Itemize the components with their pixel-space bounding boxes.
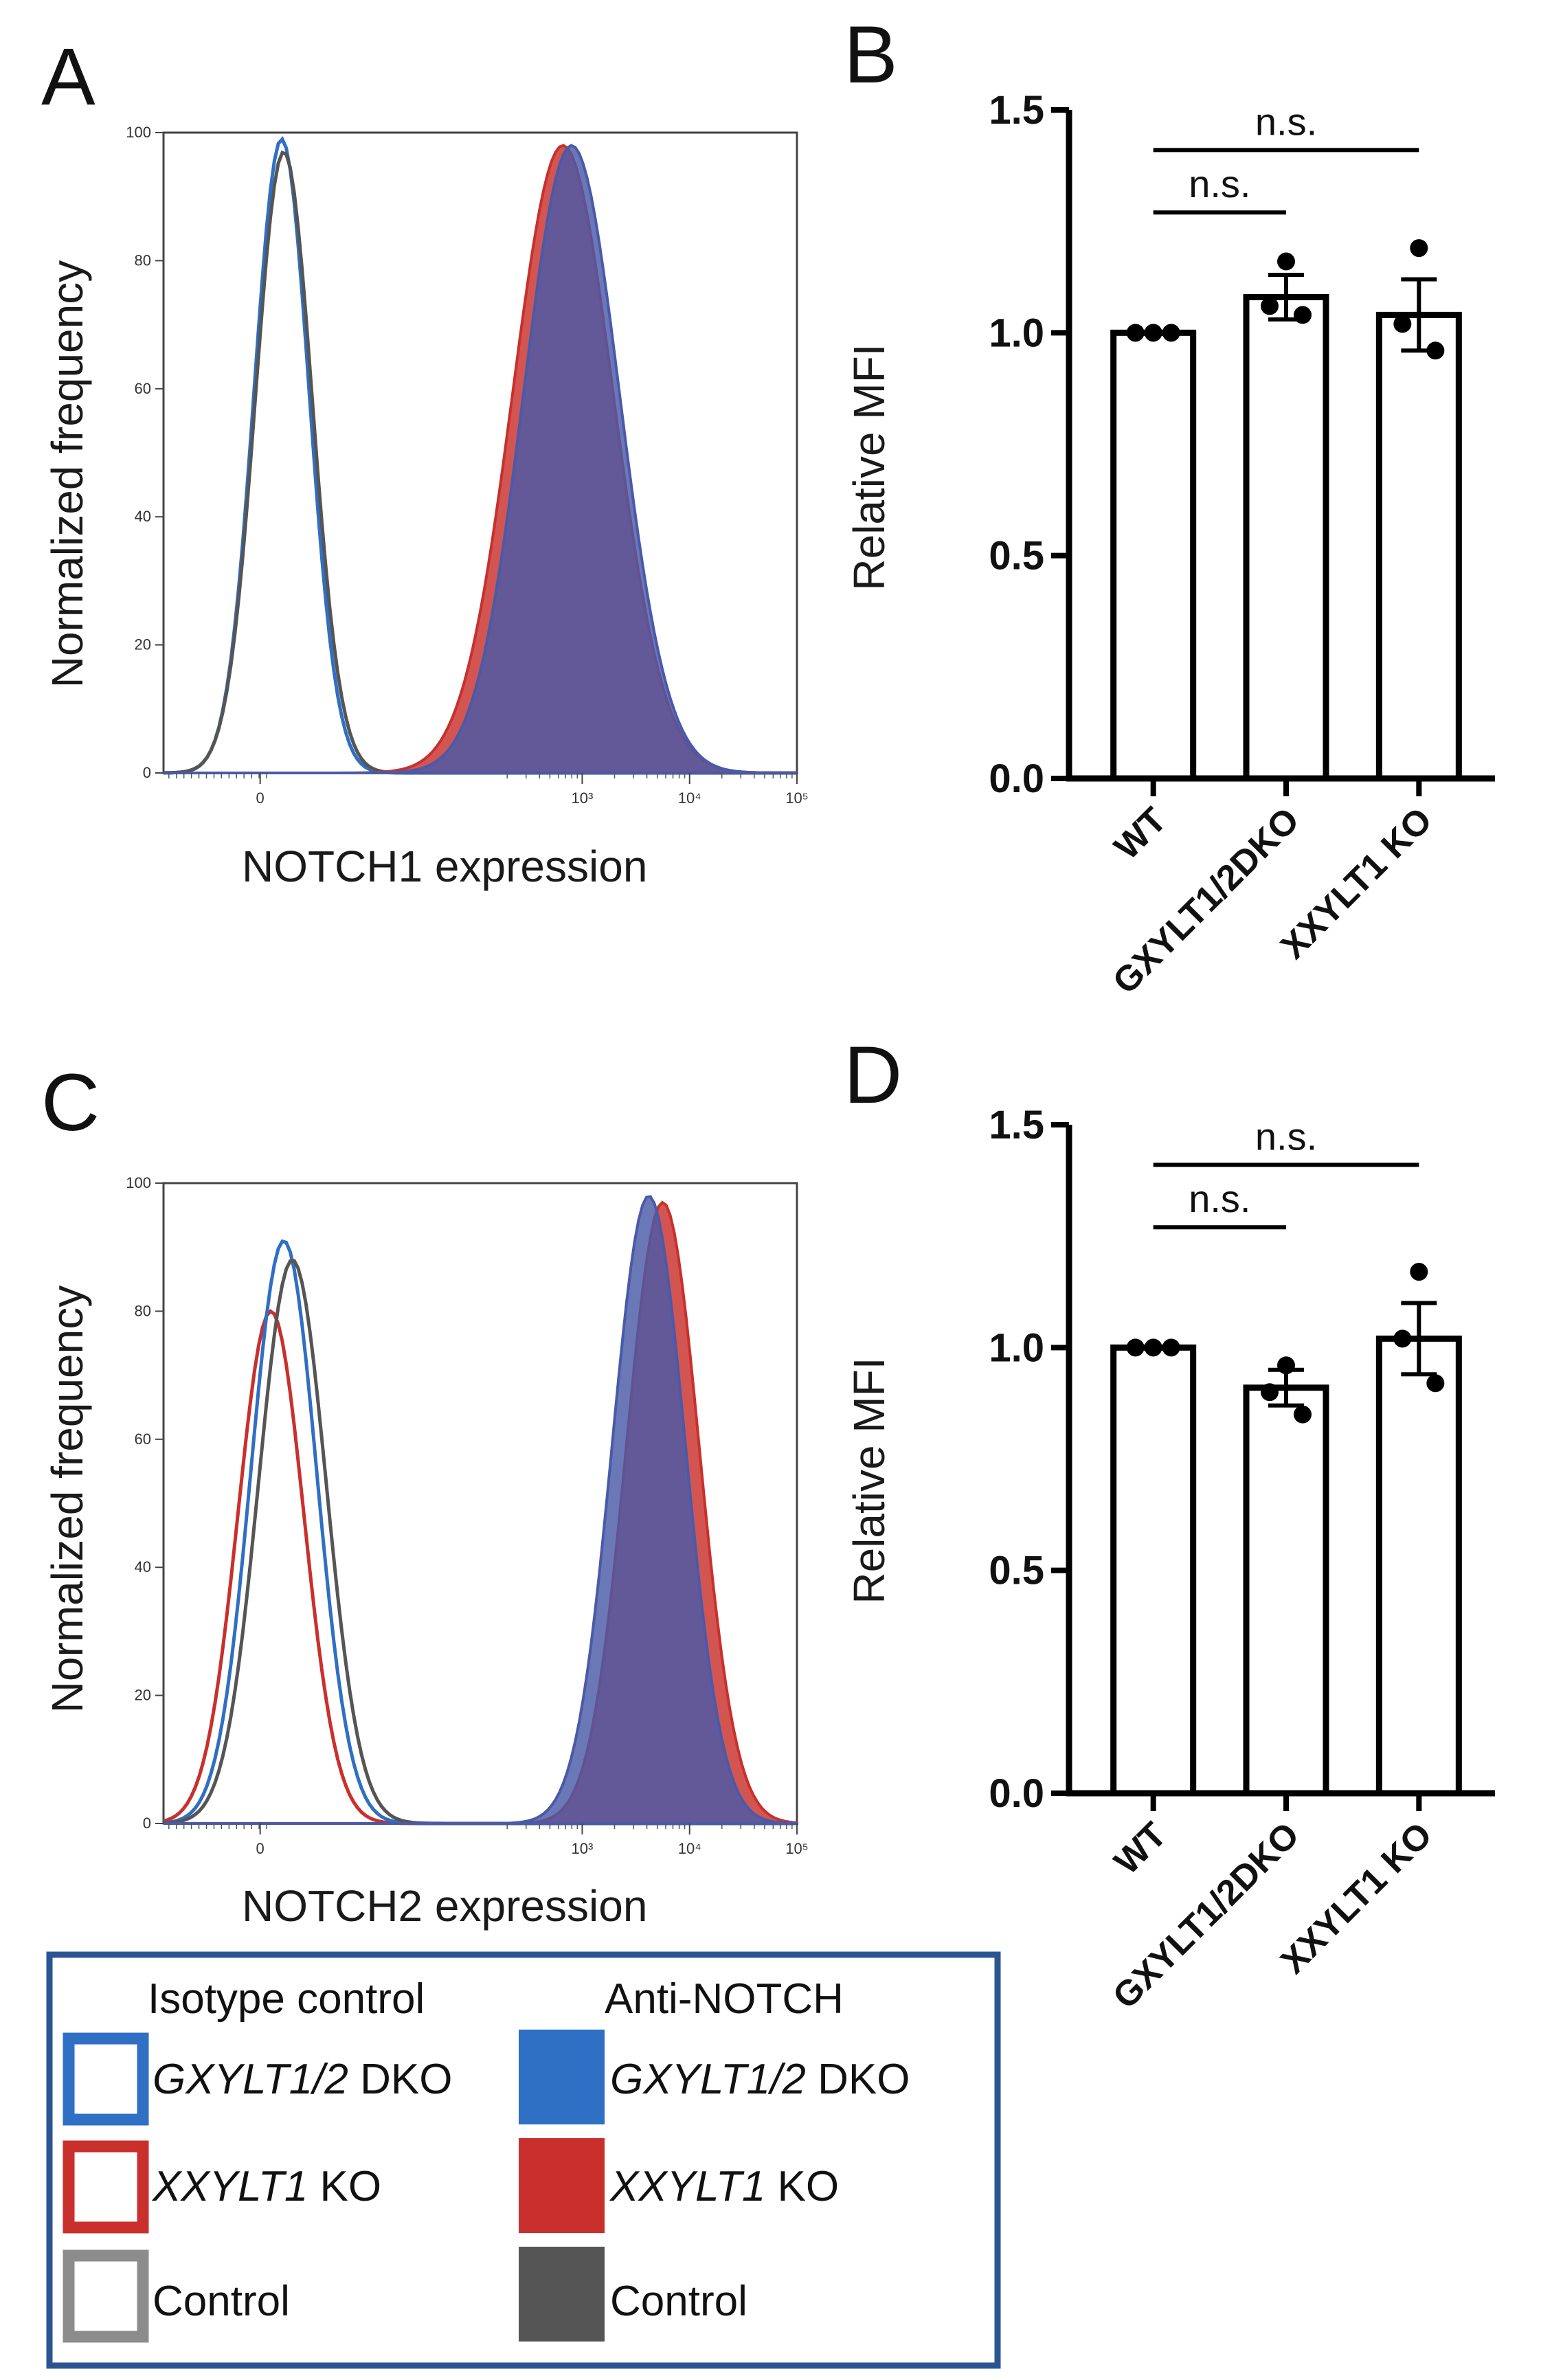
bar-d-point-1-1 [1261, 1383, 1279, 1402]
bar-b-point-1-2 [1294, 306, 1312, 324]
bar-b-point-2-1 [1393, 315, 1412, 333]
legend-label-isotype-ko: XXYLT1 KO [151, 2163, 381, 2210]
bar-b-bar-2 [1375, 311, 1462, 782]
hist-a-ytick-label-3: 60 [135, 380, 151, 397]
hist-a-xtick-label-0: 0 [256, 789, 265, 807]
panel-letter-a: A [41, 32, 95, 122]
hist-a-ytick-label-1: 20 [135, 636, 151, 653]
bar-d-ytick-label-1: 0.5 [989, 1549, 1044, 1593]
bar-d-bar-0 [1110, 1344, 1197, 1797]
bar-b-sig-label-1: n.s. [1255, 100, 1317, 143]
bar-d-point-2-2 [1426, 1374, 1445, 1393]
bar-d-bar-2 [1375, 1335, 1462, 1797]
hist-a-ylabel: Normalized frequency [43, 260, 92, 688]
legend-swatch-isotype-ko [63, 2140, 149, 2234]
bar-b-point-2-0 [1410, 239, 1428, 258]
bar-d-point-0-1 [1144, 1338, 1162, 1357]
legend-label-anti-ko: XXYLT1 KO [609, 2163, 839, 2210]
hist-c-xtick-label-1: 10³ [572, 1840, 594, 1857]
hist-c-ytick-label-4: 80 [135, 1302, 151, 1319]
bar-b-ylabel: Relative MFI [844, 344, 894, 590]
bar-b-bar-1 [1243, 293, 1329, 782]
legend-swatch-anti-dko [519, 2030, 605, 2124]
hist-c-xtick-label-3: 10⁵ [785, 1840, 809, 1857]
legend-swatch-isotype-control [63, 2249, 149, 2343]
legend-label-anti-dko: GXYLT1/2 DKO [610, 2056, 910, 2103]
legend-swatch-anti-control [519, 2247, 605, 2342]
bar-d-ytick-label-0: 0.0 [989, 1771, 1044, 1816]
bar-d-category-label-0: WT [1107, 1815, 1174, 1882]
hist-c-ytick-label-1: 20 [135, 1687, 151, 1704]
bar-chart-notch1: Relative MFI 0.00.51.01.5WTGXYLT1/2DKOXX… [844, 88, 1495, 1002]
bar-d-ylabel: Relative MFI [844, 1357, 894, 1604]
bar-b-point-1-0 [1277, 252, 1295, 271]
bar-d-point-0-2 [1162, 1338, 1180, 1357]
legend: Isotype control Anti-NOTCH GXYLT1/2 DKO … [46, 1951, 1001, 2369]
panel-letter-c: C [41, 1057, 100, 1148]
hist-c-ytick-label-0: 0 [143, 1815, 151, 1832]
hist-c-ytick-label-5: 100 [126, 1174, 151, 1191]
bar-d-point-2-0 [1410, 1263, 1428, 1281]
hist-a-xlabel: NOTCH1 expression [242, 842, 647, 891]
bar-b-ytick-label-1: 0.5 [989, 534, 1044, 579]
bar-d-point-2-1 [1393, 1329, 1412, 1348]
hist-a-ytick-label-5: 100 [126, 124, 151, 141]
bar-b-point-2-2 [1426, 341, 1445, 360]
bar-d-sig-label-0: n.s. [1189, 1177, 1250, 1220]
bar-d-point-1-2 [1294, 1405, 1312, 1424]
bar-b-point-0-1 [1144, 324, 1162, 342]
hist-c-xlabel: NOTCH2 expression [242, 1881, 647, 1931]
bar-b-ytick-label-2: 1.0 [989, 311, 1044, 355]
legend-swatch-isotype-dko [63, 2032, 149, 2126]
hist-c-ytick-label-3: 60 [135, 1430, 151, 1448]
bar-chart-notch2: Relative MFI 0.00.51.01.5WTGXYLT1/2DKOXX… [844, 1103, 1495, 2017]
bar-d-ytick-label-2: 1.0 [989, 1325, 1044, 1370]
panel-letter-b: B [844, 10, 898, 100]
hist-a-xtick-label-1: 10³ [572, 789, 594, 807]
hist-c-series-4 [164, 1195, 798, 1825]
hist-c-ylabel: Normalized frequency [43, 1286, 92, 1714]
hist-a-xtick-label-3: 10⁵ [785, 789, 809, 807]
panel-letter-d: D [844, 1030, 902, 1121]
legend-header-isotype: Isotype control [148, 1975, 425, 2023]
bar-d-point-0-0 [1126, 1338, 1145, 1357]
hist-a-xtick-label-2: 10⁴ [678, 789, 701, 807]
legend-swatch-anti-ko [519, 2138, 605, 2233]
legend-label-isotype-control: Control [153, 2278, 290, 2325]
bar-d-point-1-0 [1277, 1356, 1295, 1375]
hist-a-ytick-label-4: 80 [135, 251, 151, 269]
bar-b-point-0-0 [1126, 324, 1145, 342]
legend-label-anti-control: Control [610, 2278, 747, 2325]
hist-a-ytick-label-2: 40 [135, 508, 151, 525]
histogram-notch2: Normalized frequency NOTCH2 expression 0… [43, 1174, 809, 1931]
bar-d-ytick-label-3: 1.5 [989, 1103, 1044, 1147]
hist-c-xtick-label-0: 0 [256, 1840, 265, 1857]
legend-label-isotype-dko: GXYLT1/2 DKO [153, 2056, 452, 2103]
hist-c-ytick-label-2: 40 [135, 1558, 151, 1575]
bar-b-point-0-2 [1162, 324, 1180, 342]
bar-d-sig-label-1: n.s. [1255, 1114, 1317, 1158]
bar-b-sig-label-0: n.s. [1189, 162, 1250, 205]
bar-b-ytick-label-3: 1.5 [989, 88, 1044, 133]
hist-a-series-3 [164, 144, 797, 774]
bar-d-bar-1 [1243, 1384, 1329, 1797]
hist-a-ytick-label-0: 0 [143, 764, 151, 781]
hist-c-xtick-label-2: 10⁴ [678, 1840, 701, 1857]
bar-b-bar-0 [1110, 329, 1197, 782]
bar-b-ytick-label-0: 0.0 [989, 756, 1044, 801]
legend-header-anti: Anti-NOTCH [605, 1975, 844, 2023]
bar-b-point-1-1 [1261, 297, 1279, 315]
histogram-notch1: Normalized frequency NOTCH1 expression 0… [43, 124, 809, 891]
bar-b-category-label-0: WT [1107, 800, 1174, 867]
